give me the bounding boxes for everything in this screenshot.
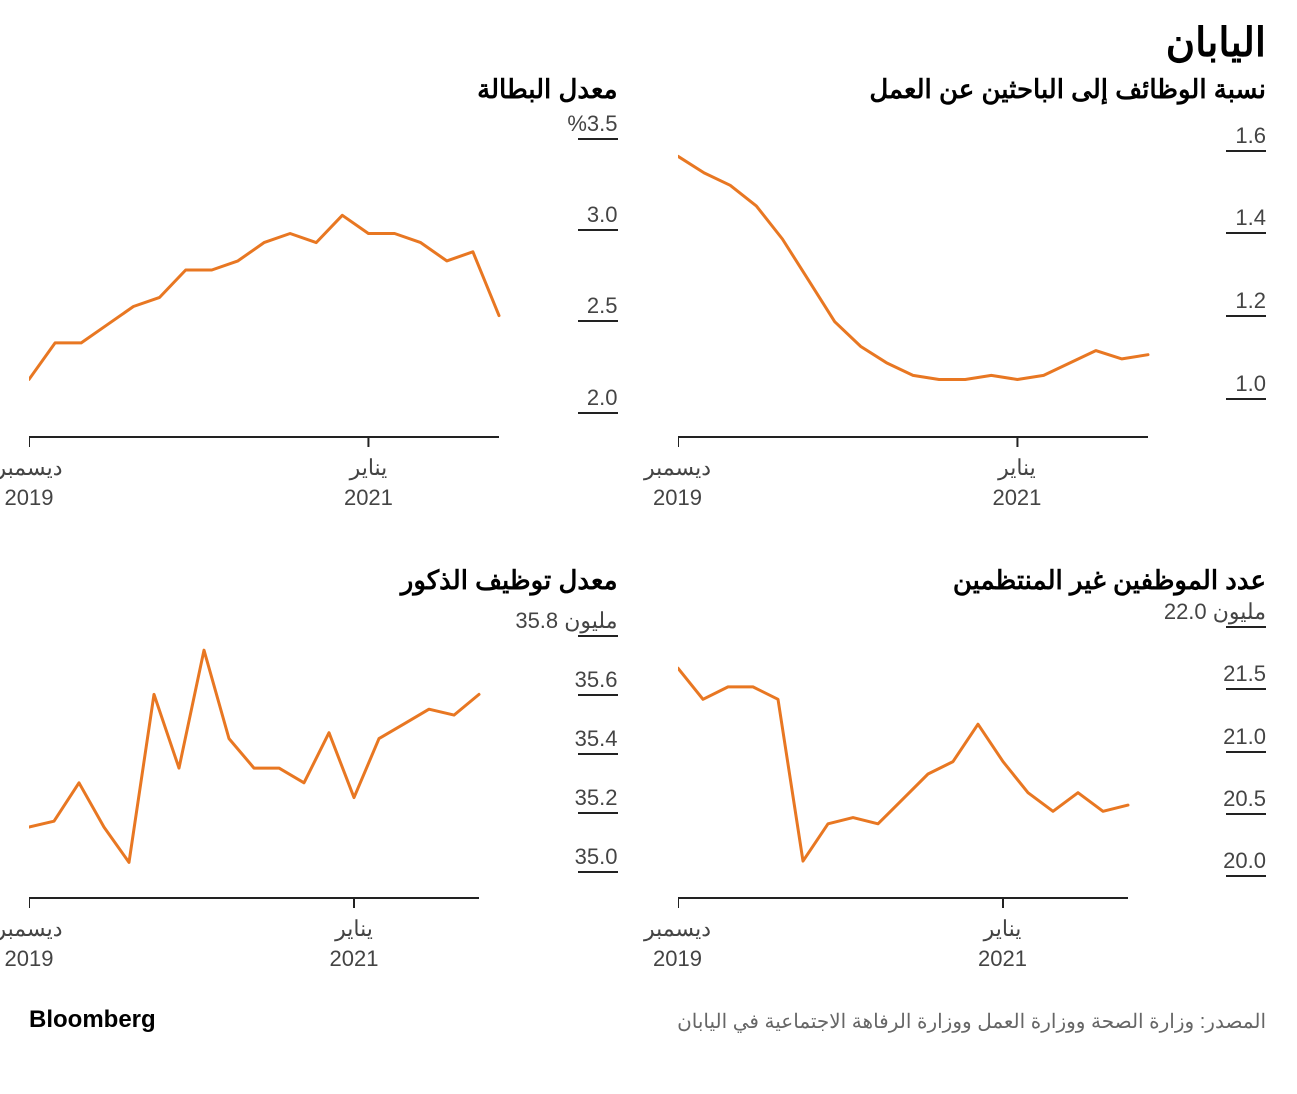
y-tick-mark [1227,751,1267,753]
x-axis: ديسمبر 2019 يناير 2021 [679,455,1268,525]
y-tick-mark [1227,315,1267,317]
x-tick-label: يناير 2021 [345,455,394,511]
y-tick-mark [1227,626,1267,628]
y-tick-mark [579,635,619,637]
x-tick-label: ديسمبر 2019 [0,916,64,972]
y-axis: 2.0 2.5 3.0 %3.5 [509,115,619,455]
y-tick-label: 1.2 [1236,288,1267,314]
chart-panel-male_employment: معدل توظيف الذكور 35.0 35.2 35.4 35.6 35… [30,565,619,986]
y-tick-label: 35.2 [576,785,619,811]
chart-title: نسبة الوظائف إلى الباحثين عن العمل [679,74,1268,105]
y-tick-label: 1.0 [1236,371,1267,397]
chart-panel-nonregular: عدد الموظفين غير المنتظمين 20.0 20.5 21.… [679,565,1268,986]
x-axis: ديسمبر 2019 يناير 2021 [679,916,1268,986]
x-tick-label: يناير 2021 [993,455,1042,511]
y-tick-mark [1227,398,1267,400]
y-tick-label: 2.0 [588,385,619,411]
y-tick-label: 1.6 [1236,123,1267,149]
y-tick-label: 35.0 [576,844,619,870]
y-axis: 1.0 1.2 1.4 1.6 [1157,115,1267,455]
chart-panel-ratio: نسبة الوظائف إلى الباحثين عن العمل 1.0 1… [679,74,1268,525]
x-tick-label: يناير 2021 [331,916,380,972]
y-tick-mark [1227,688,1267,690]
x-tick-label: ديسمبر 2019 [0,455,64,511]
chart-area: 35.0 35.2 35.4 35.6 35.8 مليون [30,606,619,916]
y-tick-label: 22.0 مليون [1165,599,1267,625]
y-tick-label: 35.4 [576,726,619,752]
x-tick-label: ديسمبر 2019 [645,455,712,511]
y-axis: 35.0 35.2 35.4 35.6 35.8 مليون [489,606,619,916]
chart-area: 1.0 1.2 1.4 1.6 [679,115,1268,455]
footer: Bloomberg المصدر: وزارة الصحة ووزارة الع… [30,1006,1267,1034]
source-text: المصدر: وزارة الصحة ووزارة العمل ووزارة … [678,1009,1267,1034]
x-axis: ديسمبر 2019 يناير 2021 [30,455,619,525]
y-tick-mark [579,412,619,414]
y-tick-label: 20.5 [1224,786,1267,812]
y-tick-label: 1.4 [1236,205,1267,231]
y-axis: 20.0 20.5 21.0 21.5 22.0 مليون [1137,606,1267,916]
chart-panel-unemployment: معدل البطالة 2.0 2.5 3.0 %3.5 ديسمبر 201… [30,74,619,525]
y-tick-mark [579,753,619,755]
x-axis: ديسمبر 2019 يناير 2021 [30,916,619,986]
y-tick-label: 21.0 [1224,724,1267,750]
main-title: اليابان [30,20,1267,66]
chart-area: 2.0 2.5 3.0 %3.5 [30,115,619,455]
y-tick-mark [1227,232,1267,234]
y-tick-mark [579,812,619,814]
chart-title: معدل توظيف الذكور [30,565,619,596]
y-tick-mark [579,320,619,322]
x-tick-label: يناير 2021 [979,916,1028,972]
chart-title: عدد الموظفين غير المنتظمين [679,565,1268,596]
x-tick-label: ديسمبر 2019 [645,916,712,972]
y-tick-mark [579,694,619,696]
y-tick-mark [579,138,619,140]
y-tick-label: 20.0 [1224,848,1267,874]
y-tick-mark [579,871,619,873]
y-tick-mark [579,229,619,231]
y-tick-label: 35.6 [576,667,619,693]
y-tick-label: %3.5 [568,111,618,137]
y-tick-label: 3.0 [588,202,619,228]
charts-grid: معدل البطالة 2.0 2.5 3.0 %3.5 ديسمبر 201… [30,74,1267,986]
y-tick-mark [1227,813,1267,815]
y-tick-label: 21.5 [1224,661,1267,687]
chart-title: معدل البطالة [30,74,619,105]
y-tick-mark [1227,875,1267,877]
brand-logo: Bloomberg [30,1006,157,1034]
y-tick-label: 35.8 مليون [516,608,618,634]
chart-area: 20.0 20.5 21.0 21.5 22.0 مليون [679,606,1268,916]
y-tick-label: 2.5 [588,293,619,319]
y-tick-mark [1227,150,1267,152]
